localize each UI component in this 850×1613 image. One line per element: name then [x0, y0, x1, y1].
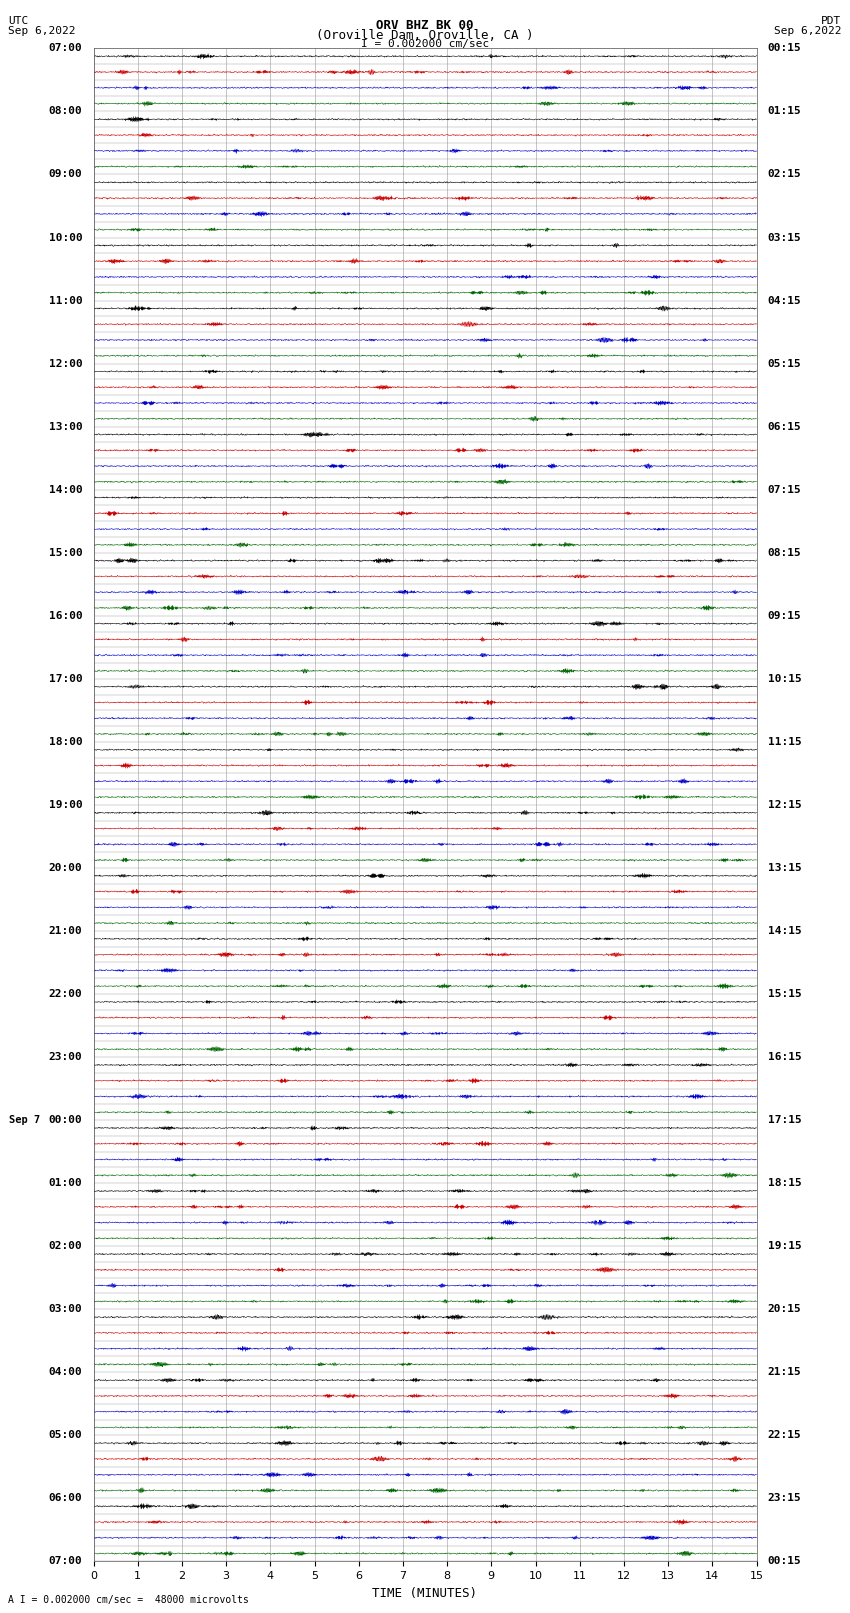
Text: 07:00: 07:00: [48, 1557, 82, 1566]
Text: 21:15: 21:15: [768, 1368, 802, 1378]
Text: 08:00: 08:00: [48, 106, 82, 116]
Text: 06:15: 06:15: [768, 421, 802, 432]
Text: 17:00: 17:00: [48, 674, 82, 684]
X-axis label: TIME (MINUTES): TIME (MINUTES): [372, 1587, 478, 1600]
Text: PDT: PDT: [821, 16, 842, 26]
Text: 00:15: 00:15: [768, 1557, 802, 1566]
Text: 15:00: 15:00: [48, 548, 82, 558]
Text: 09:15: 09:15: [768, 611, 802, 621]
Text: 00:00: 00:00: [48, 1115, 82, 1126]
Text: 09:00: 09:00: [48, 169, 82, 179]
Text: 20:00: 20:00: [48, 863, 82, 873]
Text: 13:15: 13:15: [768, 863, 802, 873]
Text: 12:00: 12:00: [48, 358, 82, 369]
Text: 19:15: 19:15: [768, 1240, 802, 1252]
Text: 07:00: 07:00: [48, 44, 82, 53]
Text: 11:00: 11:00: [48, 295, 82, 305]
Text: (Oroville Dam, Oroville, CA ): (Oroville Dam, Oroville, CA ): [316, 29, 534, 42]
Text: A I = 0.002000 cm/sec =  48000 microvolts: A I = 0.002000 cm/sec = 48000 microvolts: [8, 1595, 249, 1605]
Text: Sep 6,2022: Sep 6,2022: [8, 26, 76, 35]
Text: 04:15: 04:15: [768, 295, 802, 305]
Text: 23:15: 23:15: [768, 1494, 802, 1503]
Text: 10:00: 10:00: [48, 232, 82, 242]
Text: 17:15: 17:15: [768, 1115, 802, 1126]
Text: 00:15: 00:15: [768, 44, 802, 53]
Text: 22:00: 22:00: [48, 989, 82, 998]
Text: 12:15: 12:15: [768, 800, 802, 810]
Text: 15:15: 15:15: [768, 989, 802, 998]
Text: 18:00: 18:00: [48, 737, 82, 747]
Text: 03:15: 03:15: [768, 232, 802, 242]
Text: 05:15: 05:15: [768, 358, 802, 369]
Text: 02:15: 02:15: [768, 169, 802, 179]
Text: 06:00: 06:00: [48, 1494, 82, 1503]
Text: 16:15: 16:15: [768, 1052, 802, 1061]
Text: 20:15: 20:15: [768, 1305, 802, 1315]
Text: 13:00: 13:00: [48, 421, 82, 432]
Text: 11:15: 11:15: [768, 737, 802, 747]
Text: 19:00: 19:00: [48, 800, 82, 810]
Text: Sep 6,2022: Sep 6,2022: [774, 26, 842, 35]
Text: ORV BHZ BK 00: ORV BHZ BK 00: [377, 19, 473, 32]
Text: 01:15: 01:15: [768, 106, 802, 116]
Text: UTC: UTC: [8, 16, 29, 26]
Text: 04:00: 04:00: [48, 1368, 82, 1378]
Text: 14:00: 14:00: [48, 484, 82, 495]
Text: 16:00: 16:00: [48, 611, 82, 621]
Text: 18:15: 18:15: [768, 1177, 802, 1189]
Text: 07:15: 07:15: [768, 484, 802, 495]
Text: 08:15: 08:15: [768, 548, 802, 558]
Text: Sep 7: Sep 7: [9, 1115, 41, 1126]
Text: 02:00: 02:00: [48, 1240, 82, 1252]
Text: 05:00: 05:00: [48, 1431, 82, 1440]
Text: 14:15: 14:15: [768, 926, 802, 936]
Text: 23:00: 23:00: [48, 1052, 82, 1061]
Text: I = 0.002000 cm/sec: I = 0.002000 cm/sec: [361, 39, 489, 48]
Text: 21:00: 21:00: [48, 926, 82, 936]
Text: 01:00: 01:00: [48, 1177, 82, 1189]
Text: 03:00: 03:00: [48, 1305, 82, 1315]
Text: 10:15: 10:15: [768, 674, 802, 684]
Text: 22:15: 22:15: [768, 1431, 802, 1440]
